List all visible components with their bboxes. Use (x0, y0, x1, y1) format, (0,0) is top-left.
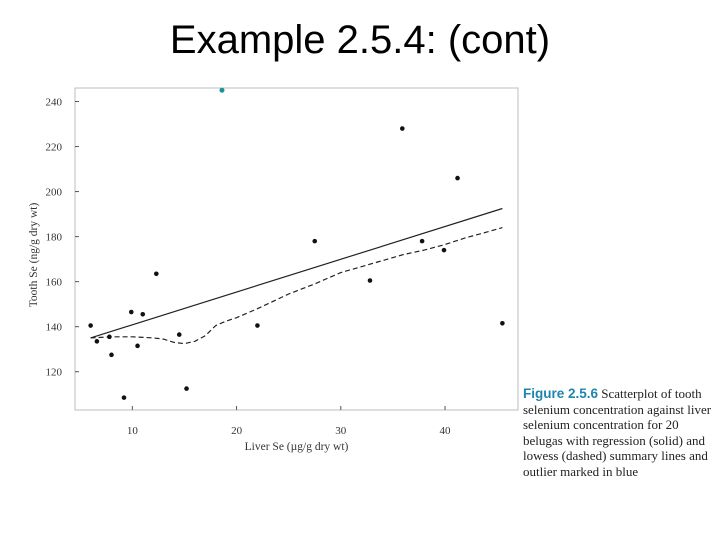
data-point (88, 323, 93, 328)
plot-frame (74, 87, 519, 411)
regression-line (90, 207, 503, 339)
x-axis-label: Liver Se (µg/g dry wt) (245, 441, 349, 453)
outlier-point (219, 87, 225, 93)
data-point (107, 334, 112, 340)
data-point (312, 238, 318, 244)
y-tick-label: 220 (46, 142, 63, 154)
lowess-line (90, 227, 503, 345)
x-tick-label: 10 (127, 425, 139, 437)
data-point (441, 247, 447, 253)
figure-caption-text: Scatterplot of tooth selenium concentrat… (523, 386, 712, 479)
y-tick-label: 120 (46, 367, 63, 379)
x-tick-label: 40 (440, 425, 452, 437)
data-point (255, 323, 260, 328)
data-point (135, 343, 140, 349)
y-tick-label: 160 (46, 277, 63, 289)
y-tick-label: 200 (46, 187, 63, 199)
slide-title: Example 2.5.4: (cont) (169, 18, 551, 62)
data-point (176, 332, 182, 337)
figure-caption: Figure 2.5.6 Scatterplot of tooth seleni… (523, 386, 718, 479)
data-point (367, 278, 373, 283)
data-point (500, 321, 505, 326)
data-point (455, 175, 460, 181)
data-point (128, 309, 134, 315)
y-tick-label: 240 (46, 97, 63, 109)
data-point (94, 339, 100, 344)
data-point (419, 238, 425, 244)
x-tick-label: 30 (335, 425, 347, 437)
y-tick-label: 180 (46, 232, 63, 244)
data-point (154, 271, 159, 277)
figure-label: Figure 2.5.6 (523, 386, 599, 401)
data-point (399, 126, 405, 131)
y-axis-label: Tooth Se (ng/g dry wt) (28, 203, 40, 308)
x-axis-ticks: 10 20 30 40 (127, 406, 451, 437)
data-point (109, 352, 114, 358)
data-point (121, 395, 127, 400)
x-tick-label: 20 (231, 425, 243, 437)
data-points (88, 87, 505, 400)
y-tick-label: 140 (46, 322, 63, 334)
data-point (184, 386, 189, 391)
data-point (140, 312, 146, 317)
y-axis-ticks: 120 140 160 180 200 220 240 (46, 97, 79, 379)
